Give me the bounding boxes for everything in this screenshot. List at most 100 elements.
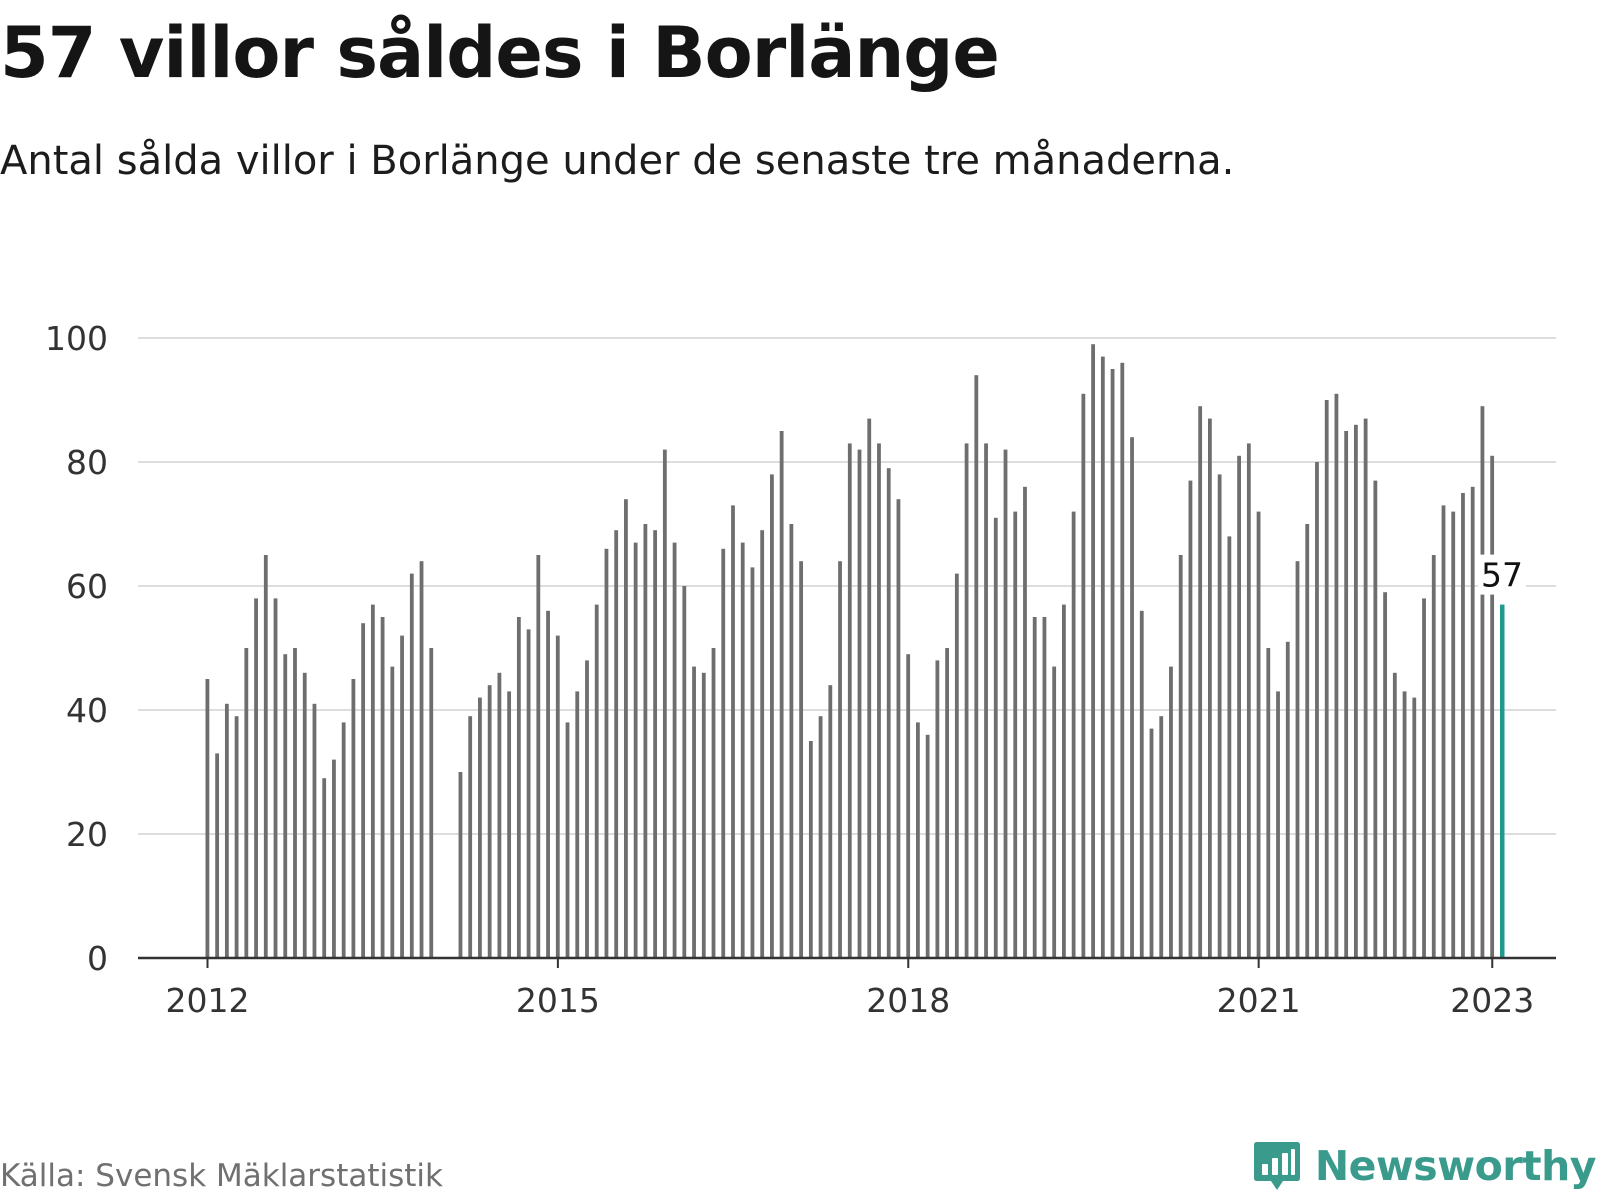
bar [974,375,979,958]
bar [1130,437,1134,958]
source-note: Källa: Svensk Mäklarstatistik [0,1158,443,1194]
chart-title: 57 villor såldes i Borlänge [0,12,1000,94]
bar [380,617,385,958]
bar [1451,511,1456,958]
bar [409,573,414,958]
bar [1207,418,1212,959]
x-tick-label: 2018 [866,981,950,1020]
bar [672,542,677,958]
bar [662,449,667,958]
bar [1266,648,1271,958]
bar [1120,362,1125,958]
bar [653,530,658,958]
y-tick-label: 100 [45,319,108,358]
bar [1246,443,1251,958]
x-tick-label: 2021 [1217,981,1301,1020]
bar [1480,406,1485,958]
bar [984,443,988,958]
bar [458,772,463,958]
bar [594,604,599,958]
chart-subtitle: Antal sålda villor i Borlänge under de s… [0,138,1235,184]
bar [624,499,628,958]
bar [838,561,842,958]
bar [1023,486,1027,958]
bar [925,734,930,958]
bar [770,474,774,958]
bar [234,716,239,958]
bar [847,443,852,958]
y-tick-label: 20 [66,815,108,854]
x-tick-label: 2015 [516,981,600,1020]
bar [682,586,687,958]
bar [555,635,560,958]
bar [740,542,745,958]
bar [701,672,706,958]
bar [1003,449,1008,958]
bar [1178,555,1183,958]
bar [283,654,288,958]
bar [818,716,823,958]
bar [1110,369,1115,958]
bar [419,561,424,958]
x-axis-ticks: 2012 2015 2018 2021 2023 [166,958,1534,1020]
x-tick-label: 2023 [1450,981,1534,1020]
y-tick-label: 60 [66,567,108,606]
bar-chart: 0 20 40 60 80 100 2012 2015 2018 2021 2023 57 [45,319,1556,1020]
bar [332,759,336,958]
bar [224,703,229,958]
bar [1363,418,1368,959]
bar [497,672,502,958]
bar [361,623,366,958]
bar [954,573,959,958]
bar [351,679,356,958]
bar [808,741,813,958]
brand-logo[interactable]: Newsworthy [1253,1140,1597,1192]
bar [828,685,833,958]
bar [1062,604,1066,958]
bar [1412,697,1417,958]
bar [906,654,911,958]
bar-chart-speech-bubble-icon [1253,1142,1300,1190]
bar [867,418,872,959]
bar [526,629,531,958]
bar [1276,691,1280,958]
y-tick-label: 40 [66,691,108,730]
bar [565,722,570,958]
annotations: 57 [1477,554,1526,595]
last-value-label: 57 [1481,556,1523,595]
bar [516,617,521,958]
bar [263,555,268,958]
bar [254,598,258,958]
bar [322,778,327,958]
bar [1490,455,1495,958]
bar [536,555,541,958]
bar [429,648,434,958]
bar [799,561,804,958]
bar [1169,666,1173,958]
bar [1461,493,1465,958]
bar [1013,511,1018,958]
bar [935,660,940,958]
bars [205,344,1505,959]
bar-highlight [1499,604,1505,958]
bar [341,722,346,958]
bar [244,648,249,958]
bar [1383,592,1387,958]
bar [1334,393,1339,958]
bar [945,648,950,958]
bar [1237,455,1241,958]
y-axis-ticks: 0 20 40 60 80 100 [45,319,108,978]
bar [731,505,735,958]
bar [205,679,210,958]
bar [1373,480,1378,958]
y-tick-label: 0 [87,939,108,978]
bar [478,697,482,958]
bar [993,517,998,958]
bar [1344,431,1349,958]
bar [1071,511,1076,958]
bar [721,548,726,958]
bar [575,691,580,958]
bar [877,443,881,958]
bar [1159,716,1164,958]
bar [1324,400,1329,958]
